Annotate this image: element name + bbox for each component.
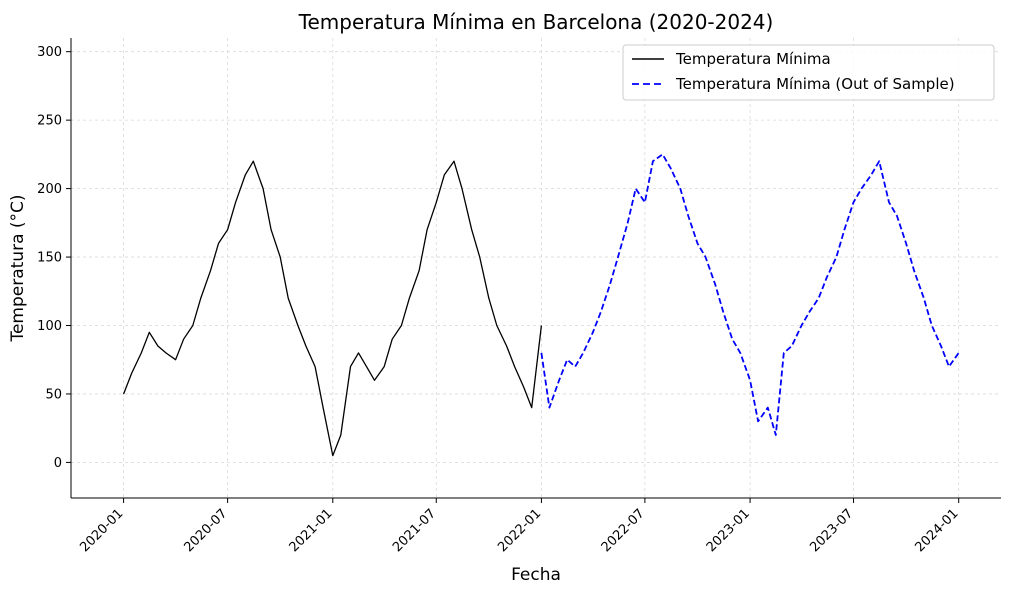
axes bbox=[70, 38, 1001, 499]
legend-label-series-2: Temperatura Mínima (Out of Sample) bbox=[675, 75, 955, 93]
chart-title: Temperatura Mínima en Barcelona (2020-20… bbox=[298, 10, 774, 34]
x-tick-label: 2020-01 bbox=[77, 506, 126, 555]
y-tick-label: 250 bbox=[37, 114, 62, 129]
y-tick-label: 150 bbox=[37, 251, 62, 266]
y-tick-label: 300 bbox=[37, 45, 62, 60]
y-ticks: 0 50 100 150 200 250 300 bbox=[37, 45, 71, 471]
x-tick-label: 2023-07 bbox=[807, 506, 856, 555]
grid bbox=[71, 38, 1001, 498]
x-tick-label: 2023-01 bbox=[704, 506, 753, 555]
y-tick-label: 0 bbox=[54, 456, 62, 471]
y-tick-label: 200 bbox=[37, 182, 62, 197]
x-tick-label: 2022-01 bbox=[495, 506, 544, 555]
series-line-2 bbox=[540, 153, 960, 436]
x-tick-label: 2021-07 bbox=[390, 506, 439, 555]
series-layer bbox=[122, 153, 960, 457]
x-tick-label: 2021-01 bbox=[287, 506, 336, 555]
x-tick-label: 2020-07 bbox=[181, 506, 230, 555]
legend-label-series-1: Temperatura Mínima bbox=[675, 50, 831, 68]
plot-background bbox=[71, 38, 1001, 498]
x-ticks: 2020-01 2020-07 2021-01 2021-07 2022-01 2022-… bbox=[77, 498, 962, 555]
legend-box bbox=[622, 44, 995, 101]
y-axis-label: Temperatura (°C) bbox=[8, 194, 28, 342]
x-axis-label: Fecha bbox=[511, 565, 561, 585]
y-tick-label: 100 bbox=[37, 319, 62, 334]
y-tick-label: 50 bbox=[45, 387, 62, 402]
series-line-1 bbox=[122, 160, 543, 457]
x-tick-label: 2022-07 bbox=[599, 506, 648, 555]
legend: Temperatura Mínima Temperatura Mínima (O… bbox=[622, 44, 995, 101]
x-tick-label: 2024-01 bbox=[913, 506, 962, 555]
